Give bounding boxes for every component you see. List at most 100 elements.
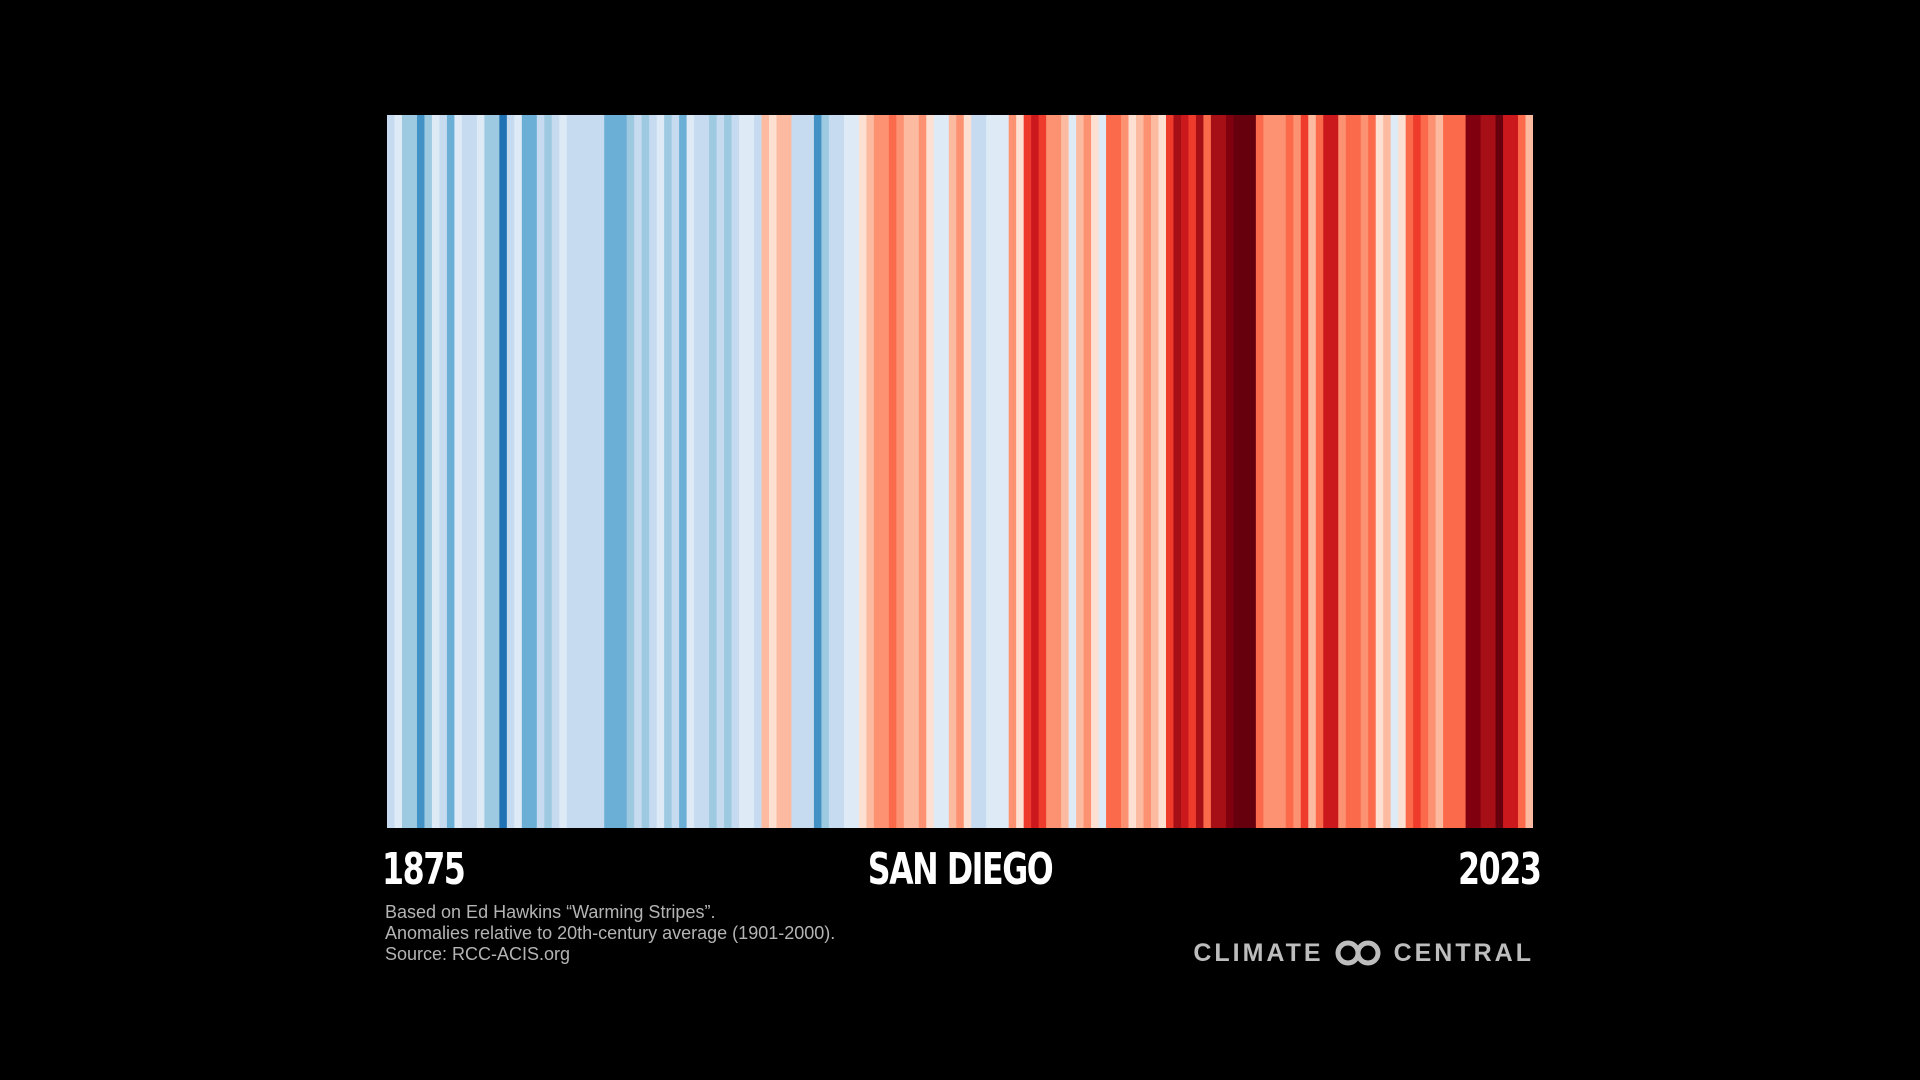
stripe-1952 xyxy=(963,115,972,828)
stripe-1970 xyxy=(1098,115,1107,828)
stripe-1901 xyxy=(581,115,590,828)
stripe-1974 xyxy=(1128,115,1137,828)
stripe-1909 xyxy=(641,115,650,828)
stripe-1946 xyxy=(918,115,927,828)
stripe-1911 xyxy=(656,115,665,828)
stripe-1928 xyxy=(783,115,793,828)
stripe-1931 xyxy=(806,115,815,828)
source-notes: Based on Ed Hawkins “Warming Stripes”. A… xyxy=(385,902,835,965)
stripe-1953 xyxy=(971,115,980,828)
stripe-1921 xyxy=(731,115,740,828)
stripe-1940 xyxy=(873,115,882,828)
stripe-1951 xyxy=(956,115,965,828)
stripe-1910 xyxy=(649,115,658,828)
stripe-1925 xyxy=(761,115,770,828)
stripe-1886 xyxy=(469,115,478,828)
stripe-1937 xyxy=(851,115,860,828)
stripe-1883 xyxy=(446,115,456,828)
stripe-1905 xyxy=(611,115,620,828)
logo-word-central: CENTRAL xyxy=(1393,938,1534,967)
stripe-1942 xyxy=(888,115,897,828)
stripe-1884 xyxy=(454,115,463,828)
stripe-1964 xyxy=(1053,115,1062,828)
stripe-1981 xyxy=(1180,115,1190,828)
stripe-1960 xyxy=(1023,115,1032,828)
stripe-1941 xyxy=(881,115,890,828)
stripe-1922 xyxy=(739,115,748,828)
stripe-1972 xyxy=(1113,115,1122,828)
stripe-2025 xyxy=(1510,115,1519,828)
stripe-2019 xyxy=(1465,115,1474,828)
stripe-2005 xyxy=(1360,115,1369,828)
stripe-1992 xyxy=(1263,115,1272,828)
logo-word-climate: CLIMATE xyxy=(1193,938,1324,967)
stripe-1983 xyxy=(1195,115,1205,828)
stripe-1985 xyxy=(1210,115,1220,828)
stripe-1968 xyxy=(1083,115,1092,828)
stripe-1947 xyxy=(926,115,935,828)
stripe-1990 xyxy=(1248,115,1257,828)
stripe-2004 xyxy=(1353,115,1362,828)
stripe-1918 xyxy=(709,115,718,828)
stripe-1907 xyxy=(626,115,635,828)
stripe-2008 xyxy=(1383,115,1392,828)
stripe-1927 xyxy=(776,115,785,828)
stripe-1908 xyxy=(634,115,643,828)
stripe-1926 xyxy=(769,115,778,828)
stripe-1959 xyxy=(1016,115,1025,828)
stripe-2027 xyxy=(1525,115,1533,828)
stripe-1887 xyxy=(476,115,485,828)
stripe-1934 xyxy=(828,115,838,828)
stripe-1924 xyxy=(754,115,763,828)
stripe-1994 xyxy=(1278,115,1287,828)
stripe-1956 xyxy=(993,115,1002,828)
climate-central-logo: CLIMATE CENTRAL xyxy=(1193,937,1534,969)
stripe-1996 xyxy=(1293,115,1302,828)
stripe-1888 xyxy=(484,115,493,828)
stripe-1893 xyxy=(521,115,530,828)
end-year-label: 2023 xyxy=(1457,844,1542,895)
stripe-1944 xyxy=(903,115,912,828)
stripe-1948 xyxy=(933,115,942,828)
stripe-1961 xyxy=(1031,115,1040,828)
stripe-2002 xyxy=(1338,115,1347,828)
stripe-2010 xyxy=(1398,115,1407,828)
stripe-1894 xyxy=(529,115,538,828)
linked-rings-icon xyxy=(1335,940,1381,966)
stripe-1878 xyxy=(409,115,418,828)
stripe-1967 xyxy=(1076,115,1085,828)
stripe-1903 xyxy=(596,115,605,828)
stripe-1919 xyxy=(716,115,725,828)
stripe-1997 xyxy=(1300,115,1309,828)
note-line-2: Anomalies relative to 20th-century avera… xyxy=(385,923,836,943)
stripe-1929 xyxy=(791,115,800,828)
stripe-1877 xyxy=(401,115,411,828)
stripe-1943 xyxy=(896,115,905,828)
stripe-1930 xyxy=(798,115,808,828)
stripe-1936 xyxy=(843,115,852,828)
stripe-1962 xyxy=(1038,115,1047,828)
stripe-2012 xyxy=(1413,115,1422,828)
warming-stripes-chart xyxy=(387,115,1533,828)
stripe-1978 xyxy=(1158,115,1167,828)
stripe-1955 xyxy=(986,115,995,828)
stripe-2022 xyxy=(1488,115,1497,828)
stripe-1986 xyxy=(1218,115,1227,828)
stripe-1958 xyxy=(1008,115,1017,828)
stripe-1971 xyxy=(1106,115,1115,828)
stripe-1957 xyxy=(1001,115,1010,828)
stripe-1895 xyxy=(536,115,545,828)
stripe-1932 xyxy=(813,115,823,828)
stripe-1935 xyxy=(836,115,845,828)
stripe-1879 xyxy=(416,115,426,828)
stripe-1977 xyxy=(1151,115,1160,828)
stripe-1892 xyxy=(514,115,523,828)
stripe-1875 xyxy=(387,115,396,828)
stripe-2011 xyxy=(1405,115,1414,828)
stripe-1987 xyxy=(1225,115,1234,828)
stripe-2018 xyxy=(1458,115,1467,828)
stripe-1920 xyxy=(724,115,733,828)
stripe-1882 xyxy=(439,115,448,828)
stripe-1950 xyxy=(948,115,957,828)
